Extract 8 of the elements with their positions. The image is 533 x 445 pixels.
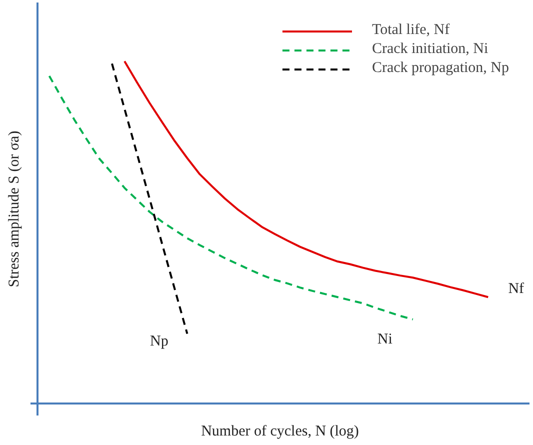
x-axis-title: Number of cycles, N (log) [201, 424, 359, 440]
annotation: Nf [508, 281, 524, 298]
annotation: Np [150, 334, 168, 350]
legend-label: Total life, Nf [372, 22, 450, 39]
annotation: Ni [377, 331, 392, 348]
legend-label: Crack propagation, Np [372, 60, 509, 77]
y-axis-title: Stress amplitude S (or σa) [6, 130, 22, 288]
legend-label: Crack initiation, Ni [372, 41, 488, 58]
